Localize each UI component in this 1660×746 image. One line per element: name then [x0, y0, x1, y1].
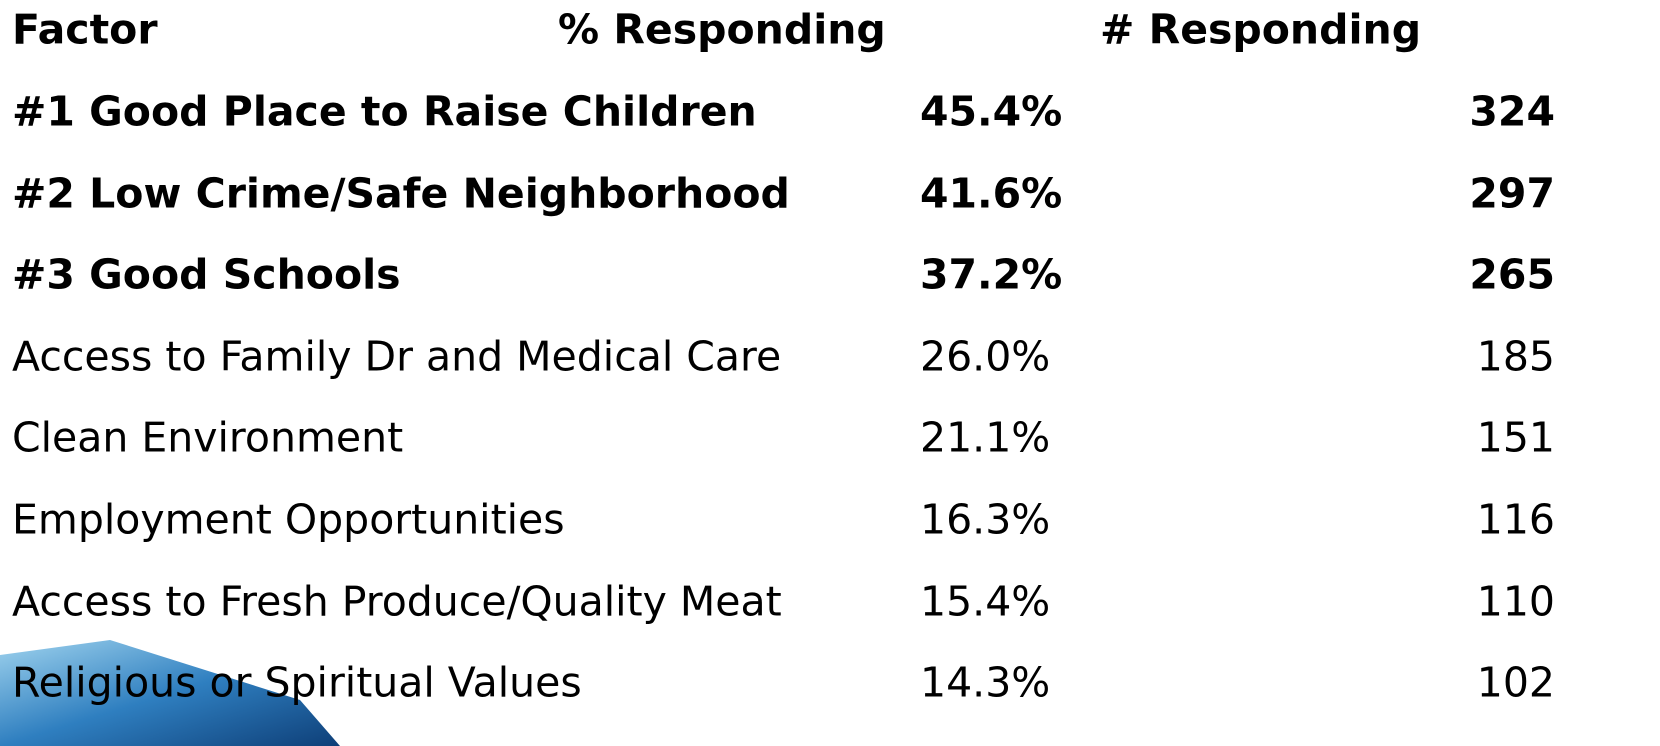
- decoration: [0, 640, 340, 746]
- factor-cell: #1 Good Place to Raise Children: [12, 87, 757, 136]
- header-cell: Factor: [12, 5, 158, 54]
- count-cell: 102: [1476, 658, 1555, 707]
- percent-cell: 21.1%: [920, 413, 1051, 462]
- header-cell: # Responding: [1100, 5, 1422, 54]
- factor-cell: #2 Low Crime/Safe Neighborhood: [12, 169, 790, 218]
- count-cell: 116: [1476, 495, 1555, 544]
- factor-cell: Access to Family Dr and Medical Care: [12, 332, 782, 381]
- factor-cell: Access to Fresh Produce/Quality Meat: [12, 577, 782, 626]
- percent-cell: 41.6%: [920, 169, 1063, 218]
- percent-cell: 14.3%: [920, 658, 1051, 707]
- count-cell: 265: [1469, 250, 1555, 299]
- factor-cell: Religious or Spiritual Values: [12, 658, 582, 707]
- header-cell: % Responding: [558, 5, 886, 54]
- count-cell: 151: [1476, 413, 1555, 462]
- percent-cell: 15.4%: [920, 577, 1051, 626]
- count-cell: 185: [1476, 332, 1555, 381]
- swoosh: [0, 640, 340, 746]
- percent-cell: 37.2%: [920, 250, 1063, 299]
- percent-cell: 16.3%: [920, 495, 1051, 544]
- count-cell: 324: [1469, 87, 1555, 136]
- count-cell: 110: [1476, 577, 1555, 626]
- count-cell: 297: [1469, 169, 1555, 218]
- percent-cell: 26.0%: [920, 332, 1051, 381]
- percent-cell: 45.4%: [920, 87, 1063, 136]
- factor-cell: Clean Environment: [12, 413, 404, 462]
- factor-cell: Employment Opportunities: [12, 495, 565, 544]
- factor-cell: #3 Good Schools: [12, 250, 401, 299]
